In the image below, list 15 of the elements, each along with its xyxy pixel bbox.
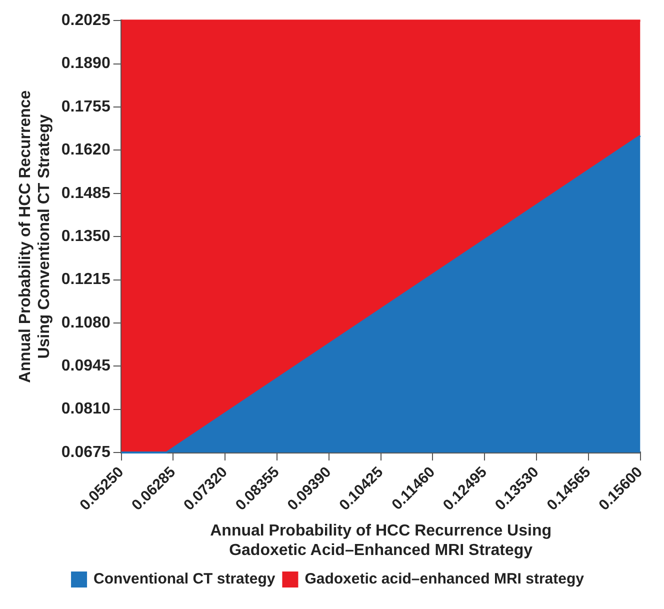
- y-tick-label: 0.1215: [61, 271, 110, 288]
- legend-label: Gadoxetic acid–enhanced MRI strategy: [304, 570, 585, 588]
- y-tick-label: 0.1485: [61, 184, 110, 202]
- y-tick-label: 0.1080: [61, 314, 110, 332]
- legend-label: Conventional CT strategy: [94, 570, 276, 588]
- y-tick-label: 0.1755: [61, 98, 110, 116]
- y-tick-label: 0.0945: [61, 358, 110, 375]
- x-axis-title: Annual Probability of HCC Recurrence Using Gadoxetic Acid–Enhanced MRI Strategy: [210, 522, 552, 559]
- y-tick-label: 0.1890: [61, 55, 110, 72]
- y-axis-title: Annual Probability of HCC Recurrence Using Conventional CT Strategy: [17, 90, 54, 383]
- y-tick-label: 0.1620: [61, 142, 110, 159]
- y-tick-label: 0.2025: [61, 12, 110, 30]
- y-tick-label: 0.0675: [61, 444, 110, 461]
- y-tick-label: 0.0810: [61, 400, 110, 418]
- y-tick-label: 0.1350: [61, 228, 110, 245]
